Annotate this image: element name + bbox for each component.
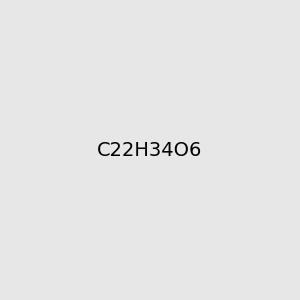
Text: C22H34O6: C22H34O6 (97, 140, 203, 160)
